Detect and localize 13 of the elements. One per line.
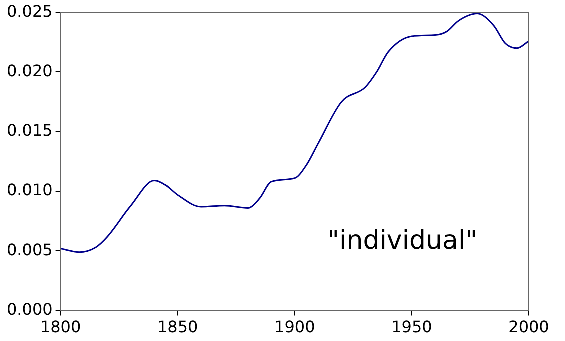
line-series: [60, 13, 529, 254]
y-tick-label: 0.020: [6, 61, 53, 80]
x-tick-label: 1850: [157, 318, 198, 337]
y-tick-label: 0.025: [6, 2, 53, 21]
x-tick-label: 1800: [40, 318, 82, 337]
x-tick-label: 2000: [508, 318, 550, 337]
y-tick-label: 0.000: [6, 300, 53, 319]
annotation: "individual": [328, 226, 478, 256]
x-tick-label: 1900: [274, 318, 316, 337]
x-tick-label: 1950: [392, 318, 432, 337]
y-tick-label: 0.005: [6, 240, 53, 260]
y-tick-label: 0.015: [6, 121, 53, 140]
y-tick-label: 0.010: [6, 180, 53, 200]
